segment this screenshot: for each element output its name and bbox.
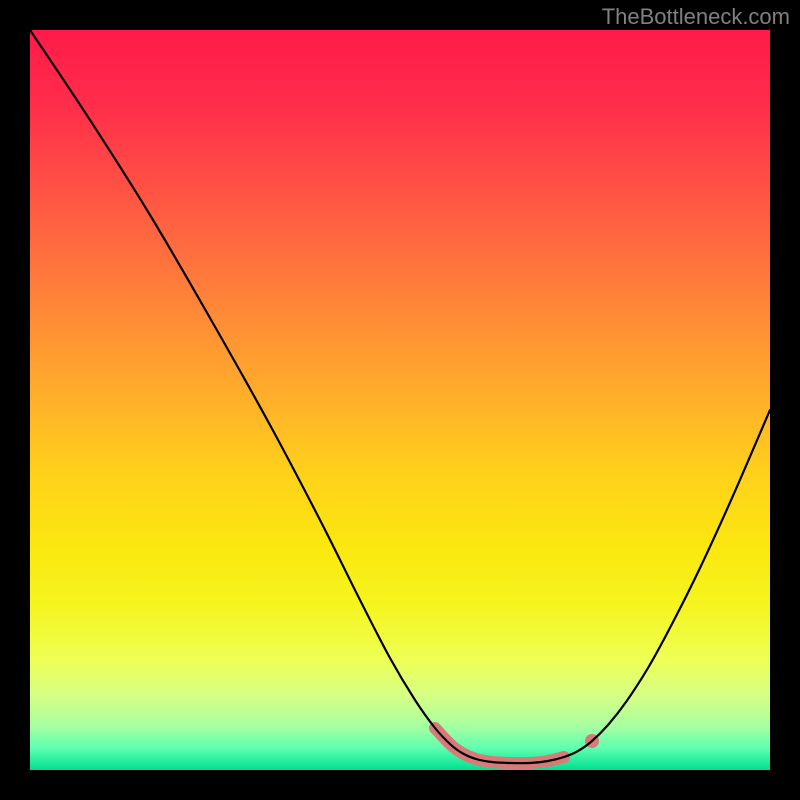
watermark-text: TheBottleneck.com — [602, 4, 790, 30]
highlight-segment — [435, 728, 564, 763]
main-curve-line — [30, 30, 770, 763]
bottleneck-curve — [30, 30, 770, 770]
plot-area — [30, 30, 770, 770]
